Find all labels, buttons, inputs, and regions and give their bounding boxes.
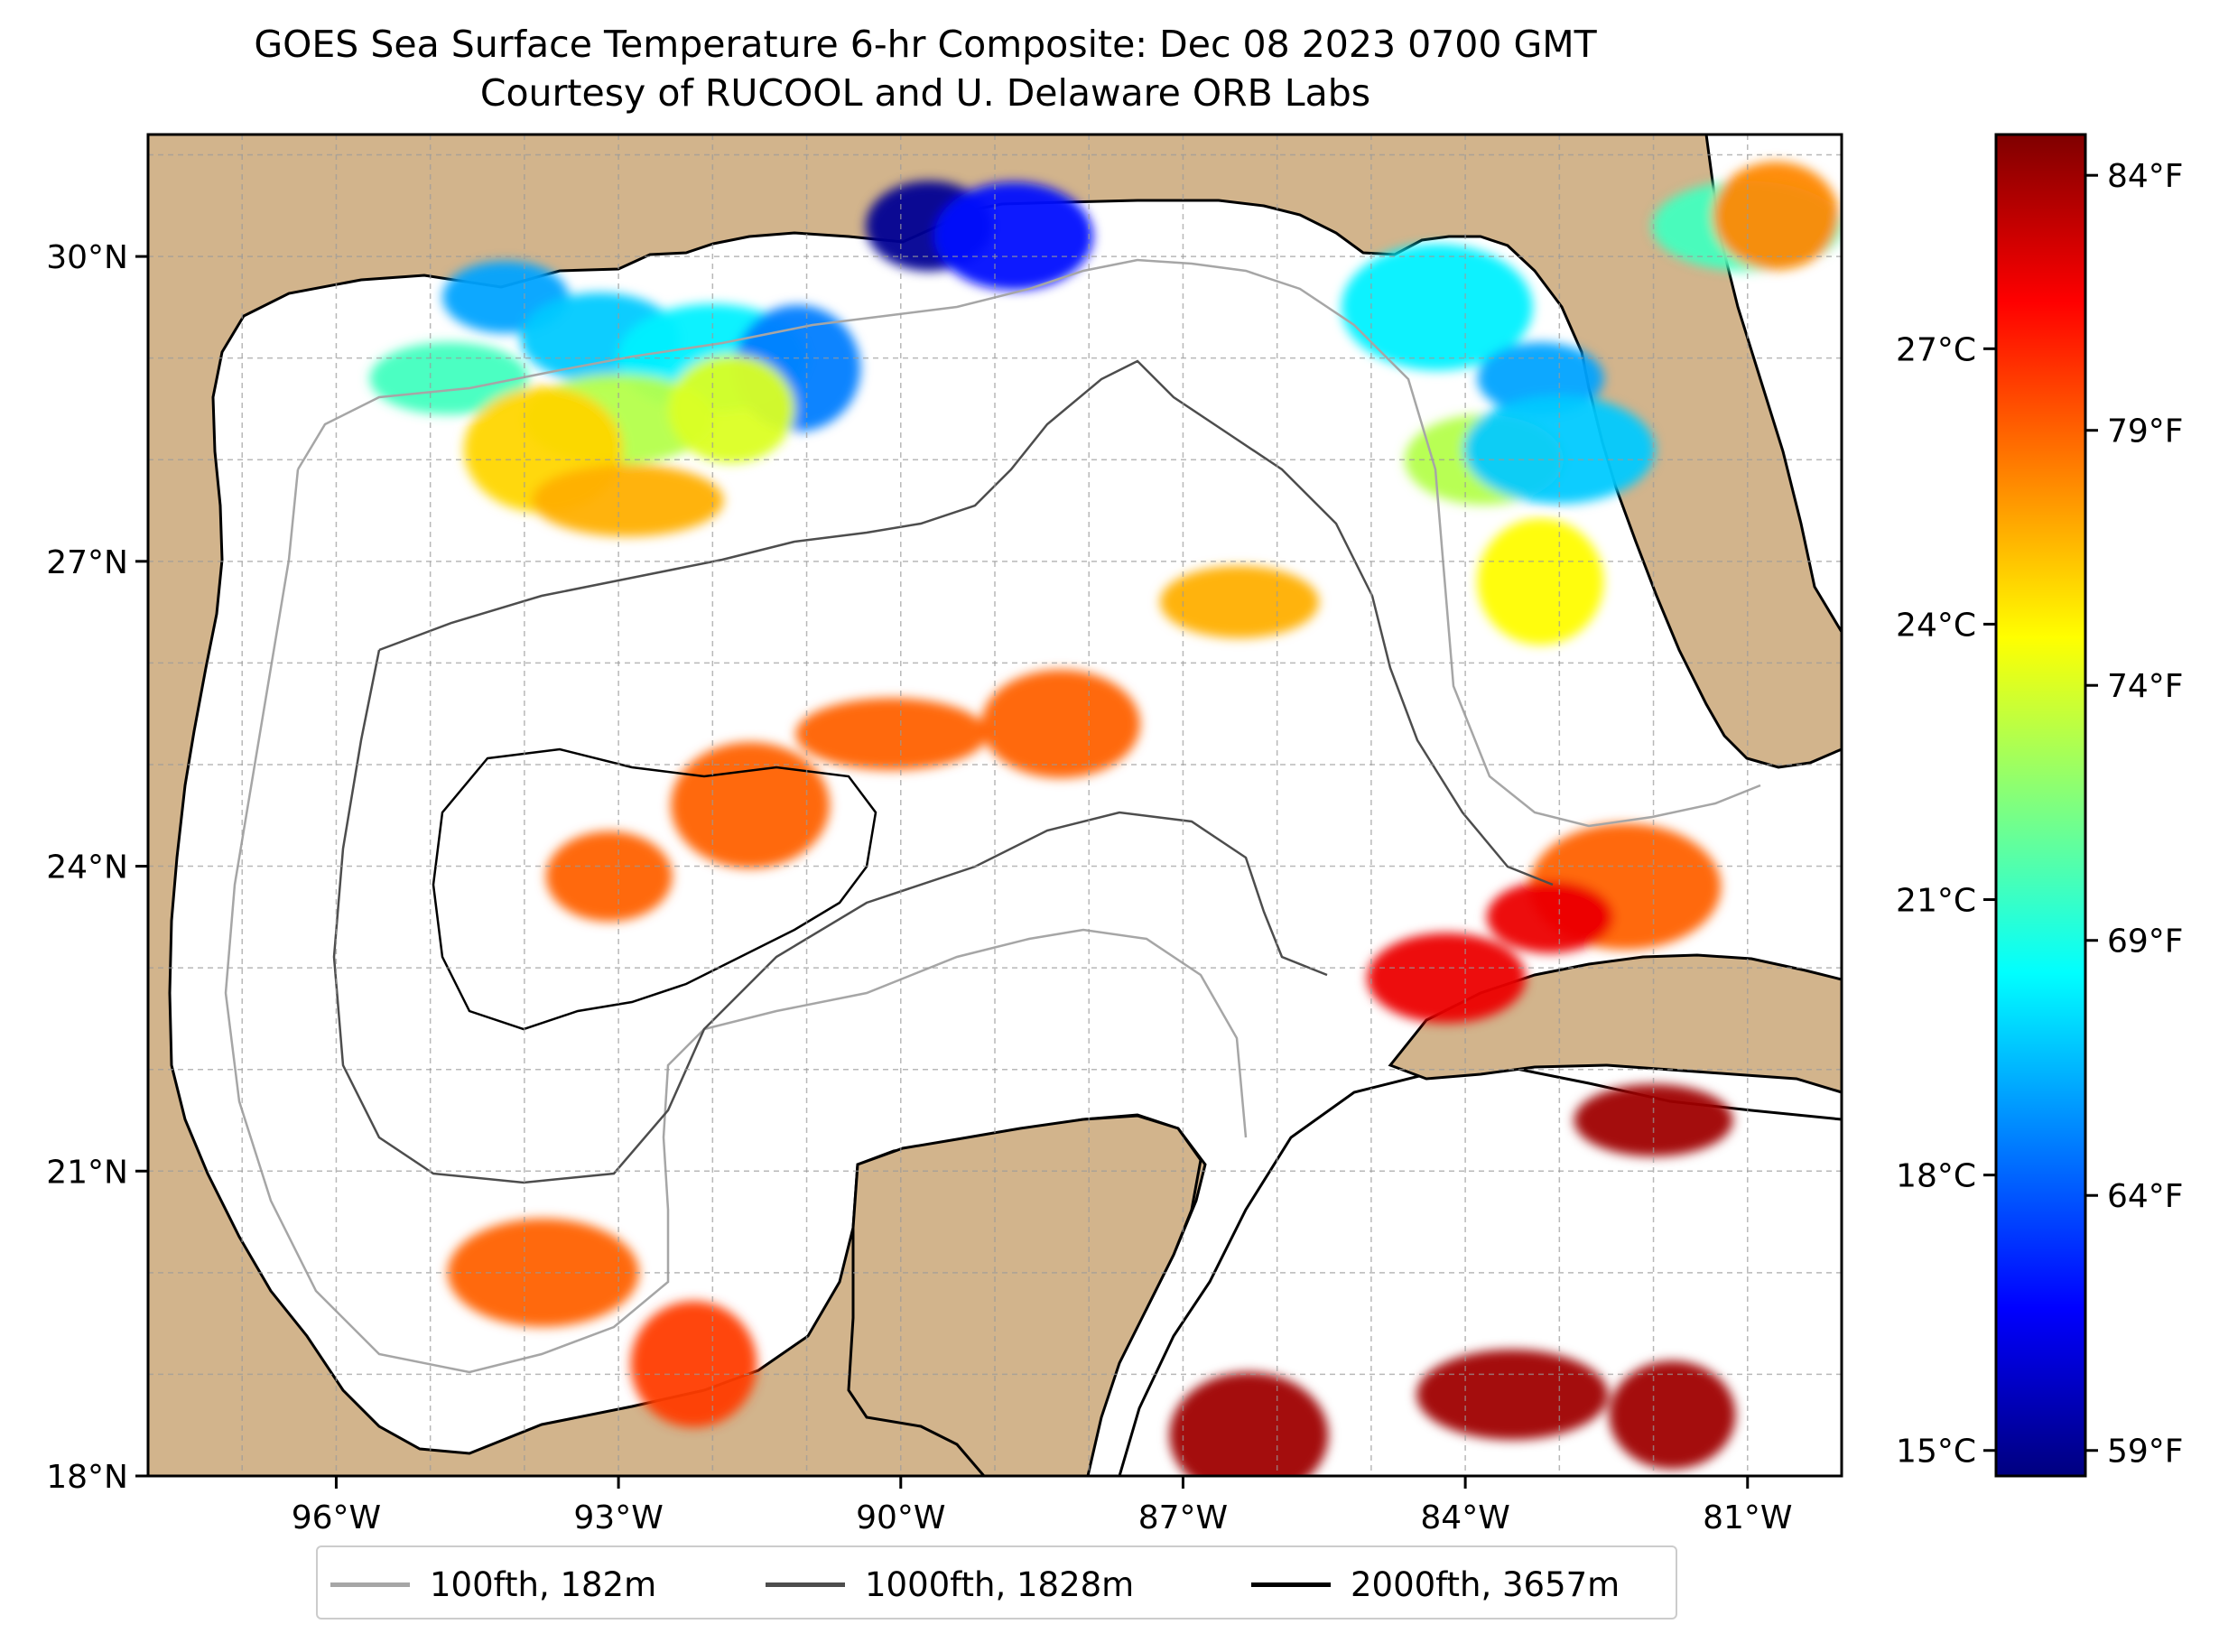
lon-tick-label: 81°W bbox=[1703, 1499, 1792, 1536]
sst-patch bbox=[369, 342, 529, 415]
colorbar-c-label: 24°C bbox=[1896, 607, 1976, 644]
legend-label-2000fth: 2000fth, 3657m bbox=[1351, 1564, 1620, 1604]
lon-tick-label: 93°W bbox=[573, 1499, 663, 1536]
colorbar-c-label: 21°C bbox=[1896, 883, 1976, 920]
colorbar-c-label: 18°C bbox=[1896, 1158, 1976, 1195]
sst-patch bbox=[1463, 394, 1656, 504]
sst-patch bbox=[545, 831, 673, 922]
yucatan-land bbox=[847, 1114, 1202, 1476]
colorbar-f-label: 74°F bbox=[2107, 668, 2184, 705]
lat-tick-label: 30°N bbox=[46, 239, 128, 276]
lon-tick-label: 90°W bbox=[856, 1499, 945, 1536]
lat-tick-label: 21°N bbox=[46, 1154, 128, 1191]
sst-patch bbox=[630, 1301, 757, 1428]
colorbar-f-label: 79°F bbox=[2107, 413, 2184, 450]
contour-100fth-west bbox=[224, 469, 1248, 1374]
lon-tick-label: 96°W bbox=[292, 1499, 381, 1536]
sst-patch bbox=[795, 698, 988, 771]
legend-item-1000fth: 1000fth, 1828m bbox=[766, 1562, 1134, 1607]
legend-label-100fth: 100fth, 182m bbox=[430, 1564, 657, 1604]
lat-tick-label: 27°N bbox=[46, 544, 128, 581]
contour-2000fth bbox=[432, 747, 877, 1031]
sst-patch bbox=[1486, 880, 1613, 953]
contour-1000fth-west bbox=[332, 649, 1328, 1184]
sst-patch bbox=[1367, 933, 1527, 1024]
figure-subtitle: Courtesy of RUCOOL and U. Delaware ORB L… bbox=[479, 71, 1371, 115]
legend-item-2000fth: 2000fth, 3657m bbox=[1251, 1562, 1620, 1607]
colorbar-c-label: 27°C bbox=[1896, 331, 1976, 368]
sst-patch bbox=[1609, 1360, 1736, 1470]
colorbar bbox=[1994, 133, 2087, 1478]
colorbar-f-label: 59°F bbox=[2107, 1434, 2184, 1471]
sst-patch bbox=[1169, 1371, 1329, 1476]
legend-swatch-100fth bbox=[330, 1582, 410, 1587]
sst-patch bbox=[1341, 244, 1533, 371]
contour-1000fth bbox=[378, 359, 1554, 886]
sst-patch bbox=[1477, 518, 1604, 645]
colorbar-f-label: 69°F bbox=[2107, 923, 2184, 961]
colorbar-f-label: 64°F bbox=[2107, 1178, 2184, 1215]
sst-patch bbox=[933, 181, 1093, 291]
colorbar-fahrenheit-labels: 59°F 64°F 69°F 74°F 79°F 84°F bbox=[2085, 158, 2184, 1471]
contour-legend: 100fth, 182m 1000fth, 1828m 2000fth, 365… bbox=[316, 1545, 1677, 1620]
lon-tick-label: 84°W bbox=[1420, 1499, 1509, 1536]
map-frame bbox=[146, 133, 1843, 1478]
latitude-labels: 18°N 21°N 24°N 27°N 30°N bbox=[46, 239, 148, 1496]
lat-tick-label: 24°N bbox=[46, 849, 128, 886]
sst-patch bbox=[671, 742, 831, 868]
sst-patch bbox=[980, 669, 1140, 778]
colorbar-c-label: 15°C bbox=[1896, 1434, 1976, 1471]
colorbar-f-label: 84°F bbox=[2107, 158, 2184, 195]
legend-swatch-2000fth bbox=[1251, 1582, 1331, 1587]
longitude-labels: 96°W 93°W 90°W 87°W 84°W 81°W bbox=[292, 1476, 1792, 1536]
legend-label-1000fth: 1000fth, 1828m bbox=[865, 1564, 1135, 1604]
colorbar-celsius-labels: 15°C 18°C 21°C 24°C 27°C bbox=[1896, 331, 1996, 1471]
graticule bbox=[148, 135, 1842, 1476]
contour-100fth bbox=[296, 258, 1761, 828]
sst-patch bbox=[532, 464, 724, 537]
legend-swatch-1000fth bbox=[766, 1582, 845, 1587]
sst-patch bbox=[668, 354, 795, 463]
sst-patch bbox=[1159, 565, 1319, 638]
figure-title: GOES Sea Surface Temperature 6-hr Compos… bbox=[254, 23, 1597, 66]
sst-patch bbox=[1713, 162, 1840, 271]
lat-tick-label: 18°N bbox=[46, 1459, 128, 1496]
legend-item-100fth: 100fth, 182m bbox=[330, 1562, 656, 1607]
lon-tick-label: 87°W bbox=[1138, 1499, 1228, 1536]
sst-patch bbox=[1416, 1349, 1609, 1440]
sst-patch bbox=[447, 1218, 639, 1327]
